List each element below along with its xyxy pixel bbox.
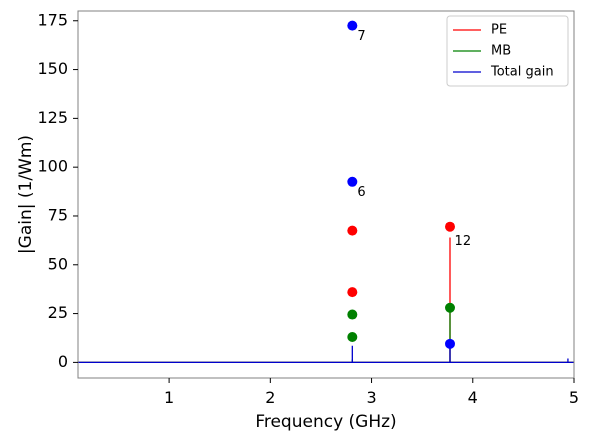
y-tick-label-7: 175: [37, 10, 68, 29]
data-point-1: [347, 176, 358, 187]
y-tick-label-2: 50: [48, 254, 68, 273]
series-layer: [78, 237, 574, 364]
plot-frame: [77, 10, 575, 379]
annotation-label-1: 6: [357, 185, 365, 200]
marker-layer: [347, 20, 455, 349]
legend-label-1: MB: [491, 44, 511, 59]
annotation-label-0: 7: [357, 29, 365, 44]
data-point-6: [445, 221, 455, 232]
x-tick-label-3: 4: [468, 388, 478, 407]
y-axis-label: |Gain| (1/Wm): [16, 135, 36, 254]
x-tick-label-2: 3: [366, 388, 376, 407]
series-line-2: [78, 344, 574, 364]
y-tick-label-0: 0: [58, 352, 68, 371]
x-tick-label-4: 5: [569, 388, 579, 407]
legend-label-2: Total gain: [490, 65, 554, 80]
y-tick-label-3: 75: [48, 205, 68, 224]
y-tick-label-6: 150: [37, 59, 68, 78]
y-tick-label-1: 25: [48, 303, 68, 322]
x-axis-label: Frequency (GHz): [255, 412, 396, 432]
data-point-3: [347, 287, 358, 298]
data-point-2: [347, 225, 358, 236]
series-line-1: [78, 309, 574, 364]
series-line-0: [78, 237, 574, 364]
legend-label-0: PE: [491, 23, 507, 38]
data-point-5: [347, 332, 358, 343]
legend-box: [446, 15, 569, 87]
data-point-7: [445, 302, 455, 313]
data-point-0: [347, 20, 358, 31]
legend: PE MB Total gain: [446, 15, 569, 87]
annotation-label-2: 12: [455, 234, 472, 249]
x-tick-label-0: 1: [164, 388, 174, 407]
y-tick-label-4: 100: [37, 157, 68, 176]
annotation-layer: 7 6 12: [357, 29, 471, 249]
x-tick-label-1: 2: [265, 388, 275, 407]
data-point-8: [445, 338, 455, 349]
data-point-4: [347, 309, 358, 320]
y-tick-label-5: 125: [37, 108, 68, 127]
